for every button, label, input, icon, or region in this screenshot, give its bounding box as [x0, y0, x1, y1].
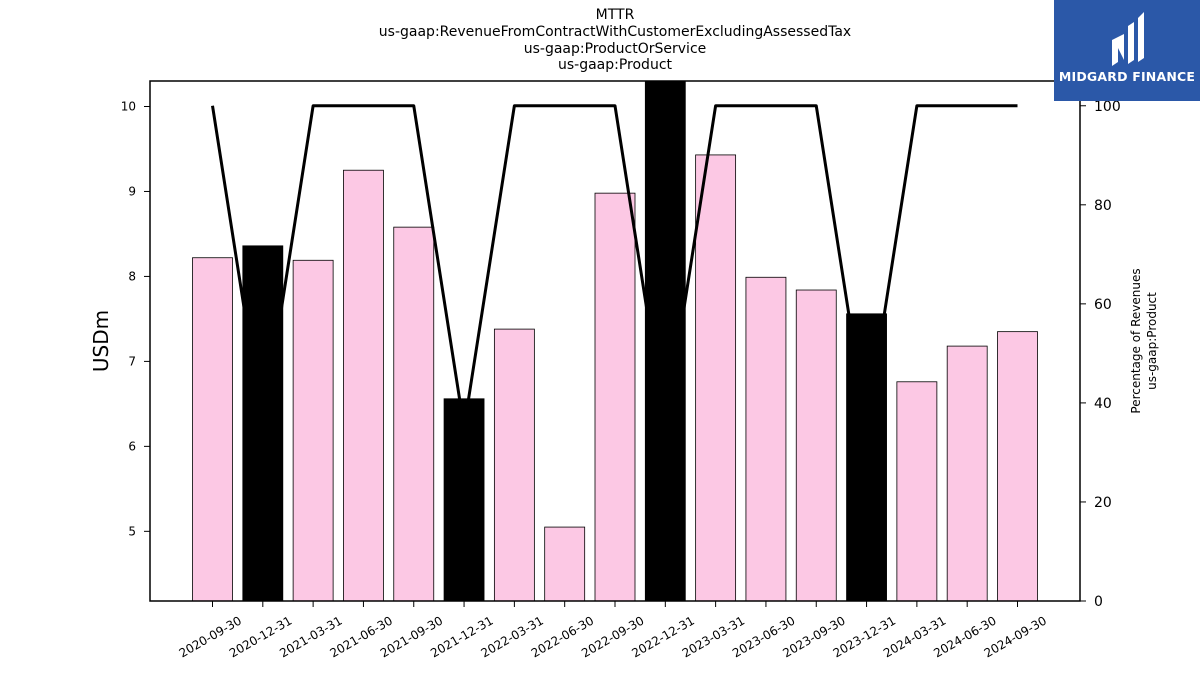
chart-subtitle-axis: us-gaap:ProductOrService: [523, 41, 707, 57]
left-axis-ticks: 5 6 7 8 9 10: [121, 99, 150, 538]
bar-2021-03-31: [292, 259, 334, 602]
bar-2023-03-31: [695, 154, 737, 602]
percentage-line-series: [211, 104, 1018, 430]
bar-2021-09-30: [393, 226, 435, 602]
bar-2021-06-30: [343, 169, 384, 602]
y-tick-label: 7: [128, 354, 136, 368]
bar-2023-06-30: [745, 276, 787, 602]
bar-2024-09-30: [997, 331, 1038, 602]
chart-subtitle-concept: us-gaap:RevenueFromContractWithCustomerE…: [378, 24, 852, 40]
bar-2024-06-30: [946, 345, 988, 602]
y-tick-label: 10: [121, 99, 136, 113]
bar-2021-12-31: [443, 398, 485, 602]
y2-tick-label: 80: [1094, 198, 1112, 214]
chart-title: MTTR: [595, 7, 635, 23]
bar-2024-03-31: [896, 381, 938, 602]
bar-2020-09-30: [192, 257, 233, 602]
y2-tick-label: 40: [1094, 396, 1112, 412]
bar-2023-12-31: [846, 313, 887, 602]
logo-text: MIDGARD FINANCE: [1058, 69, 1196, 84]
y-tick-label: 8: [128, 269, 136, 283]
y2-tick-label: 60: [1094, 297, 1112, 313]
bar-2023-09-30: [795, 289, 837, 602]
y2-axis-label-line1: Percentage of Revenues: [1129, 268, 1143, 413]
right-axis-ticks: 0 20 40 60 80 100: [1080, 99, 1121, 610]
y2-tick-label: 100: [1094, 99, 1121, 115]
y2-tick-label: 20: [1094, 495, 1112, 511]
y2-axis-label-line2: us-gaap:Product: [1145, 292, 1159, 390]
x-axis-ticks: 2020-09-302020-12-312021-03-312021-06-30…: [177, 601, 1049, 660]
midgard-finance-logo: MIDGARD FINANCE: [1054, 0, 1200, 101]
y-tick-label: 5: [128, 524, 136, 538]
bar-2022-03-31: [493, 328, 535, 602]
chart-subtitle-member: us-gaap:Product: [557, 57, 673, 73]
y2-tick-label: 0: [1094, 594, 1103, 610]
y-axis-label: USDm: [89, 310, 113, 372]
y-tick-label: 9: [128, 184, 136, 198]
bar-2022-09-30: [594, 192, 636, 602]
y-tick-label: 6: [128, 439, 136, 453]
logo-mark-icon: [1112, 12, 1144, 66]
bar-series: [192, 80, 1038, 602]
percentage-line: [211, 104, 1018, 430]
bar-2022-06-30: [544, 526, 586, 602]
